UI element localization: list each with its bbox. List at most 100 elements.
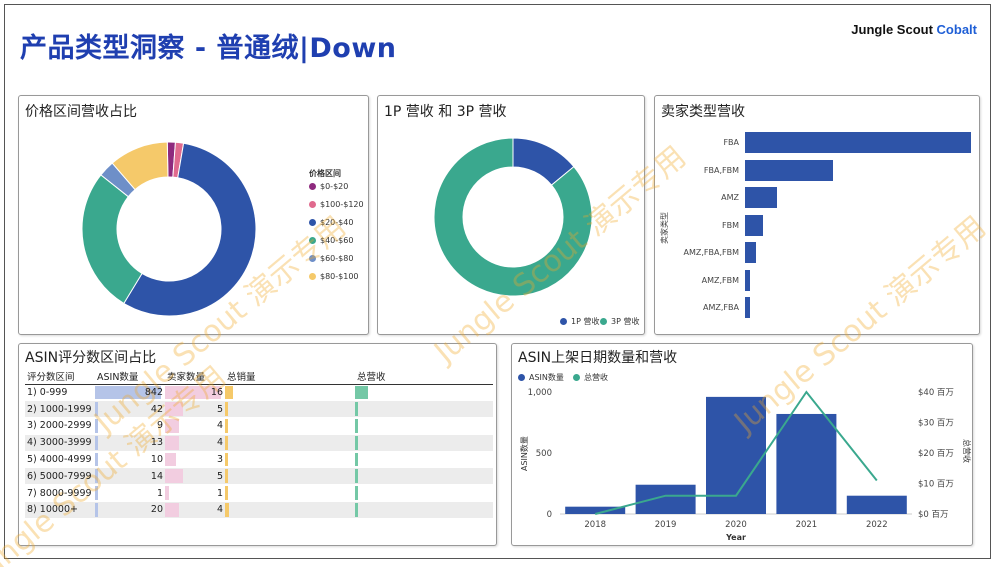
table-cell: 8) 10000+ (25, 501, 95, 519)
column-header[interactable]: 卖家数量 (165, 366, 225, 385)
cell-data-bar (225, 385, 233, 400)
column-header[interactable]: ASIN数量 (95, 366, 165, 385)
cell-data-bar (355, 503, 358, 517)
legend-swatch (573, 374, 580, 381)
table-row[interactable]: 1) 0-999 842 16 (25, 384, 493, 402)
legend-swatch (309, 201, 316, 208)
table-row[interactable]: 8) 10000+ 20 4 (25, 501, 493, 519)
seller-bar[interactable] (745, 187, 777, 208)
cell-value: 5 (216, 403, 223, 415)
cell-data-bar (225, 469, 228, 484)
cell-data-bar (165, 402, 183, 417)
legend-item[interactable]: $0-$20 (309, 182, 348, 191)
bar-label: FBA (723, 138, 739, 147)
cell-data-bar (355, 419, 358, 433)
cell-value: 14 (150, 470, 163, 482)
table-cell: 10 (95, 451, 165, 469)
table-cell (225, 501, 355, 519)
table-row[interactable]: 4) 3000-3999 13 4 (25, 434, 493, 452)
cell-data-bar (95, 385, 161, 400)
cell-data-bar (165, 469, 183, 484)
cell-value: 6) 5000-7999 (27, 470, 92, 482)
donut-slice-1[interactable] (433, 137, 593, 297)
table-cell: 13 (95, 434, 165, 452)
legend-item[interactable]: $100-$120 (309, 200, 364, 209)
table-cell (355, 467, 493, 486)
y-left-tick: 0 (547, 510, 552, 520)
table-row[interactable]: 6) 5000-7999 14 5 (25, 467, 493, 486)
listing-combo-chart[interactable]: 0 500 1,000 $0 百万 $10 百万 $20 百万 $30 百万 $40 百万 20… (512, 376, 972, 546)
seller-bar[interactable] (745, 297, 750, 318)
cell-data-bar (95, 469, 98, 484)
table-cell: 1) 0-999 (25, 384, 95, 402)
legend-item[interactable]: $40-$60 (309, 236, 353, 245)
x-tick: 2022 (866, 520, 888, 530)
cell-data-bar (95, 419, 98, 433)
table-cell (355, 451, 493, 469)
table-row[interactable]: 3) 2000-2999 9 4 (25, 417, 493, 435)
cell-data-bar (225, 419, 228, 433)
y-right-tick: $40 百万 (918, 388, 954, 398)
legend-label: ASIN数量 (529, 373, 564, 382)
table-cell: 42 (95, 400, 165, 419)
asin-count-bar[interactable] (776, 413, 837, 514)
seller-bar[interactable] (745, 269, 750, 291)
asin-count-bar[interactable] (565, 506, 626, 514)
column-header[interactable]: 总销量 (225, 366, 355, 385)
price-donut-chart[interactable] (69, 124, 269, 334)
table-cell (225, 451, 355, 469)
asin-rating-panel[interactable]: ASIN评分数区间占比 评分数区间 ASIN数量 卖家数量 总销量 总营收 1) 0-9… (18, 343, 497, 546)
column-header[interactable]: 评分数区间 (25, 366, 95, 385)
table-cell (355, 501, 493, 519)
party-donut-chart[interactable] (428, 132, 598, 302)
table-cell: 16 (165, 384, 225, 402)
table-cell (225, 484, 355, 503)
donut-slice-5[interactable] (111, 141, 169, 191)
price-range-panel[interactable]: 价格区间营收占比 价格区间 $0-$20 $100-$120 $20-$40 $40-… (18, 95, 369, 335)
cell-value: 10 (150, 454, 163, 466)
legend-item[interactable]: $60-$80 (309, 254, 353, 263)
page-title: 产品类型洞察 - 普通绒|Down (20, 33, 397, 64)
cell-value: 8) 10000+ (27, 504, 78, 516)
table-cell (225, 417, 355, 435)
table-cell (225, 400, 355, 419)
cell-data-bar (165, 452, 176, 467)
legend-item[interactable]: 总营收 (573, 372, 608, 383)
cell-data-bar (225, 486, 228, 501)
seller-bar[interactable] (745, 159, 834, 181)
y-right-tick: $10 百万 (918, 480, 954, 490)
table-cell (355, 400, 493, 419)
seller-bar[interactable] (745, 214, 764, 236)
donut-slice-3[interactable] (81, 174, 143, 305)
cell-data-bar (355, 452, 358, 467)
table-cell: 4 (165, 417, 225, 435)
x-tick: 2018 (584, 520, 606, 530)
cell-data-bar (225, 452, 228, 467)
cell-data-bar (165, 503, 179, 517)
legend-item[interactable]: $20-$40 (309, 218, 353, 227)
seller-type-panel[interactable]: 卖家类型营收 卖家类型 FBA FBA,FBM AMZ FBM AMZ,FBA,FBM A… (654, 95, 980, 335)
party-revenue-panel[interactable]: 1P 营收 和 3P 营收 1P 营收 3P 营收 (377, 95, 645, 335)
table-row[interactable]: 2) 1000-1999 42 5 (25, 400, 493, 419)
seller-bar[interactable] (745, 132, 971, 153)
table-row[interactable]: 5) 4000-4999 10 3 (25, 451, 493, 469)
donut-slice-2[interactable] (123, 142, 257, 317)
table-cell (355, 484, 493, 503)
legend-item[interactable]: ASIN数量 (518, 372, 564, 383)
x-tick: 2020 (725, 520, 747, 530)
seller-bar[interactable] (745, 242, 757, 263)
legend-item[interactable]: $80-$100 (309, 272, 359, 281)
bar-label: FBA,FBM (703, 165, 739, 175)
column-header[interactable]: 总营收 (355, 366, 493, 385)
legend-swatch (309, 183, 316, 190)
panel-title: 1P 营收 和 3P 营收 (384, 104, 507, 120)
asin-count-bar[interactable] (635, 484, 696, 514)
asin-count-bar[interactable] (846, 495, 907, 514)
table-cell: 5 (165, 467, 225, 486)
legend-item[interactable]: 3P 营收 (600, 316, 639, 327)
cell-data-bar (225, 402, 228, 417)
listing-date-panel[interactable]: ASIN上架日期数量和营收 ASIN数量 总营收 0 500 1,000 $0 百万 $1… (511, 343, 973, 546)
legend-item[interactable]: 1P 营收 (560, 316, 599, 327)
table-row[interactable]: 7) 8000-9999 1 1 (25, 484, 493, 503)
revenue-line[interactable] (594, 390, 878, 515)
